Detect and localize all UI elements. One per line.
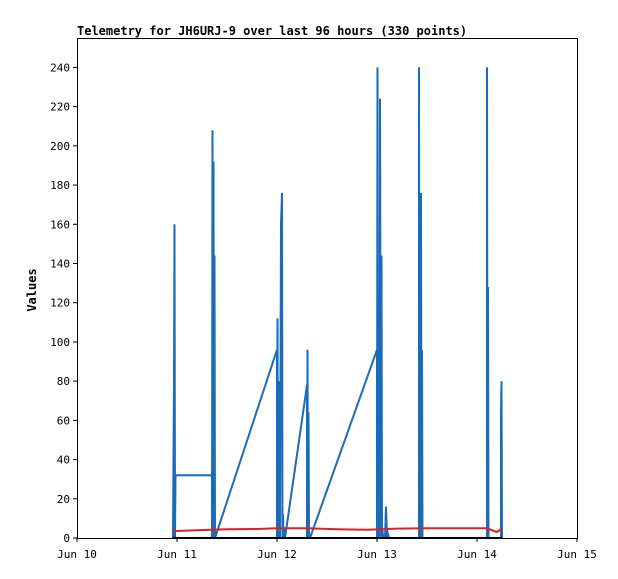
y-tick-label: 240 — [50, 61, 70, 74]
x-tick-label: Jun 15 — [557, 548, 597, 561]
y-tick-label: 180 — [50, 179, 70, 192]
series-line-0 — [172, 67, 503, 539]
series-line-1 — [172, 527, 503, 534]
x-tick-label: Jun 13 — [357, 548, 397, 561]
chart-title: Telemetry for JH6URJ-9 over last 96 hour… — [77, 24, 467, 38]
y-tick-label: 60 — [57, 414, 70, 427]
y-tick-label: 220 — [50, 101, 70, 114]
y-tick-label: 40 — [57, 454, 70, 467]
x-tick-label: Jun 12 — [257, 548, 297, 561]
y-axis-label: Values — [25, 268, 39, 311]
x-axis: Jun 10 Jun 11 Jun 12 Jun 13 Jun 14 Jun 15 — [57, 538, 597, 561]
y-tick-label: 80 — [57, 375, 70, 388]
y-tick-label: 160 — [50, 218, 70, 231]
y-tick-label: 20 — [57, 493, 70, 506]
y-tick-label: 0 — [63, 532, 70, 545]
y-tick-label: 100 — [50, 336, 70, 349]
series-layer — [172, 67, 503, 539]
y-tick-label: 200 — [50, 140, 70, 153]
x-tick-label: Jun 14 — [457, 548, 497, 561]
x-tick-label: Jun 11 — [157, 548, 197, 561]
y-axis: 0 20 40 60 80 100 120 140 160 180 200 220 240 — [50, 61, 77, 545]
y-tick-label: 140 — [50, 257, 70, 270]
x-tick-label: Jun 10 — [57, 548, 97, 561]
y-tick-label: 120 — [50, 297, 70, 310]
